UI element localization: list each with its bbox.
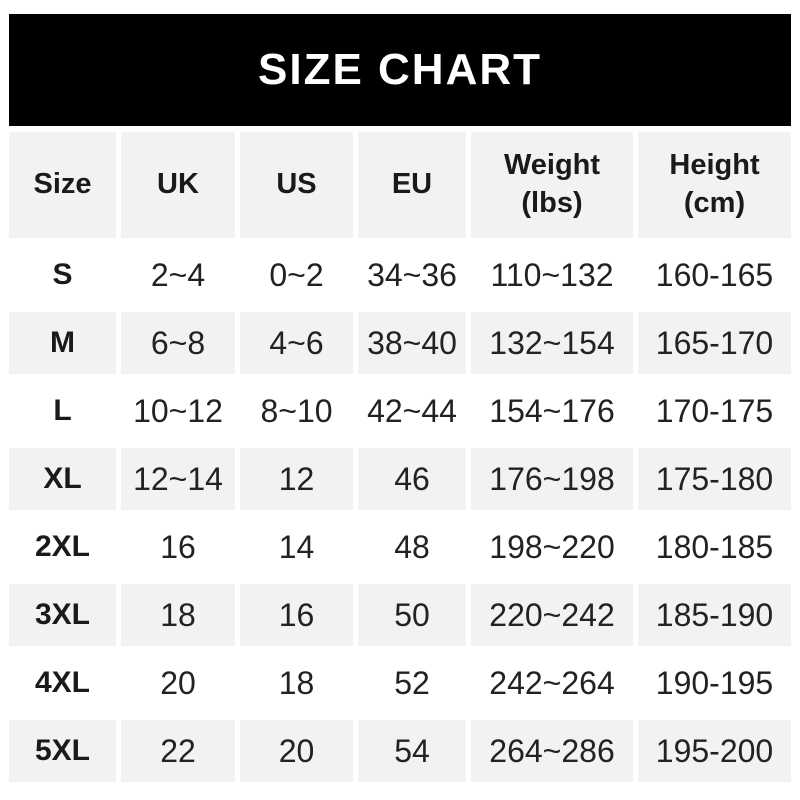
table-cell: 190-195: [638, 652, 791, 714]
table-cell: 20: [121, 652, 235, 714]
table-cell: 6~8: [121, 312, 235, 374]
table-cell: 4~6: [240, 312, 353, 374]
table-cell: 20: [240, 720, 353, 782]
table-cell: 38~40: [358, 312, 466, 374]
table-cell: 180-185: [638, 516, 791, 578]
table-cell: 220~242: [471, 584, 633, 646]
table-row: M 6~8 4~6 38~40 132~154 165-170: [9, 312, 791, 374]
table-cell: 175-180: [638, 448, 791, 510]
table-row: 3XL 18 16 50 220~242 185-190: [9, 584, 791, 646]
table-cell: 52: [358, 652, 466, 714]
table-cell: 2~4: [121, 244, 235, 306]
table-row: L 10~12 8~10 42~44 154~176 170-175: [9, 380, 791, 442]
size-label-cell: L: [9, 380, 116, 442]
table-cell: 42~44: [358, 380, 466, 442]
column-header: EU: [358, 132, 466, 238]
table-cell: 198~220: [471, 516, 633, 578]
table-cell: 132~154: [471, 312, 633, 374]
table-cell: 12~14: [121, 448, 235, 510]
table-cell: 170-175: [638, 380, 791, 442]
table-cell: 12: [240, 448, 353, 510]
table-row: 2XL 16 14 48 198~220 180-185: [9, 516, 791, 578]
table-cell: 242~264: [471, 652, 633, 714]
table-cell: 54: [358, 720, 466, 782]
table-cell: 264~286: [471, 720, 633, 782]
table-cell: 16: [240, 584, 353, 646]
size-label-cell: 5XL: [9, 720, 116, 782]
table-cell: 185-190: [638, 584, 791, 646]
table-row: S 2~4 0~2 34~36 110~132 160-165: [9, 244, 791, 306]
table-cell: 195-200: [638, 720, 791, 782]
table-cell: 46: [358, 448, 466, 510]
column-header: UK: [121, 132, 235, 238]
table-cell: 22: [121, 720, 235, 782]
table-cell: 34~36: [358, 244, 466, 306]
table-cell: 110~132: [471, 244, 633, 306]
table-cell: 176~198: [471, 448, 633, 510]
column-header: Height (cm): [638, 132, 791, 238]
table-row: XL 12~14 12 46 176~198 175-180: [9, 448, 791, 510]
table-cell: 48: [358, 516, 466, 578]
page-title: SIZE CHART: [258, 45, 542, 94]
size-chart-table: Size UK US EU Weight (lbs) Height (cm) S 2~4 0~…: [4, 126, 796, 788]
table-cell: 0~2: [240, 244, 353, 306]
size-label-cell: 2XL: [9, 516, 116, 578]
column-header: US: [240, 132, 353, 238]
table-cell: 154~176: [471, 380, 633, 442]
title-banner: SIZE CHART: [9, 14, 791, 126]
size-label-cell: XL: [9, 448, 116, 510]
size-label-cell: S: [9, 244, 116, 306]
size-label-cell: 4XL: [9, 652, 116, 714]
table-row: 4XL 20 18 52 242~264 190-195: [9, 652, 791, 714]
table-cell: 50: [358, 584, 466, 646]
table-cell: 165-170: [638, 312, 791, 374]
column-header: Size: [9, 132, 116, 238]
table-cell: 18: [121, 584, 235, 646]
table-cell: 160-165: [638, 244, 791, 306]
table-cell: 14: [240, 516, 353, 578]
size-label-cell: 3XL: [9, 584, 116, 646]
table-body: S 2~4 0~2 34~36 110~132 160-165 M 6~8 4~6 38~40 13…: [9, 244, 791, 782]
size-chart-page: SIZE CHART Size UK US EU Weight (lbs) Height …: [0, 14, 800, 800]
header-row: Size UK US EU Weight (lbs) Height (cm): [9, 132, 791, 238]
table-cell: 8~10: [240, 380, 353, 442]
table-row: 5XL 22 20 54 264~286 195-200: [9, 720, 791, 782]
table-cell: 16: [121, 516, 235, 578]
size-label-cell: M: [9, 312, 116, 374]
table-cell: 18: [240, 652, 353, 714]
table-cell: 10~12: [121, 380, 235, 442]
column-header: Weight (lbs): [471, 132, 633, 238]
